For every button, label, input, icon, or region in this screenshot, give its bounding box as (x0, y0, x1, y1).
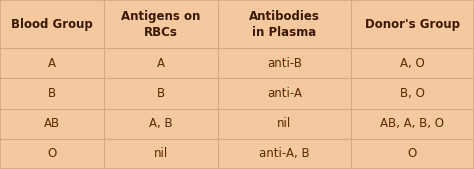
Text: A: A (48, 57, 56, 70)
Text: A, B: A, B (149, 117, 173, 130)
Text: B: B (157, 87, 165, 100)
Text: anti-B: anti-B (267, 57, 302, 70)
Text: O: O (408, 147, 417, 160)
Text: A, O: A, O (400, 57, 425, 70)
Text: Blood Group: Blood Group (11, 18, 93, 31)
Text: B, O: B, O (400, 87, 425, 100)
Text: B: B (48, 87, 56, 100)
Text: Antigens on
RBCs: Antigens on RBCs (121, 10, 201, 39)
Text: nil: nil (154, 147, 168, 160)
Text: Donor's Group: Donor's Group (365, 18, 460, 31)
Text: AB, A, B, O: AB, A, B, O (380, 117, 445, 130)
Text: anti-A, B: anti-A, B (259, 147, 310, 160)
Text: Antibodies
in Plasma: Antibodies in Plasma (249, 10, 320, 39)
Text: nil: nil (277, 117, 292, 130)
Text: anti-A: anti-A (267, 87, 302, 100)
Text: O: O (47, 147, 57, 160)
Text: A: A (157, 57, 165, 70)
Text: AB: AB (44, 117, 60, 130)
